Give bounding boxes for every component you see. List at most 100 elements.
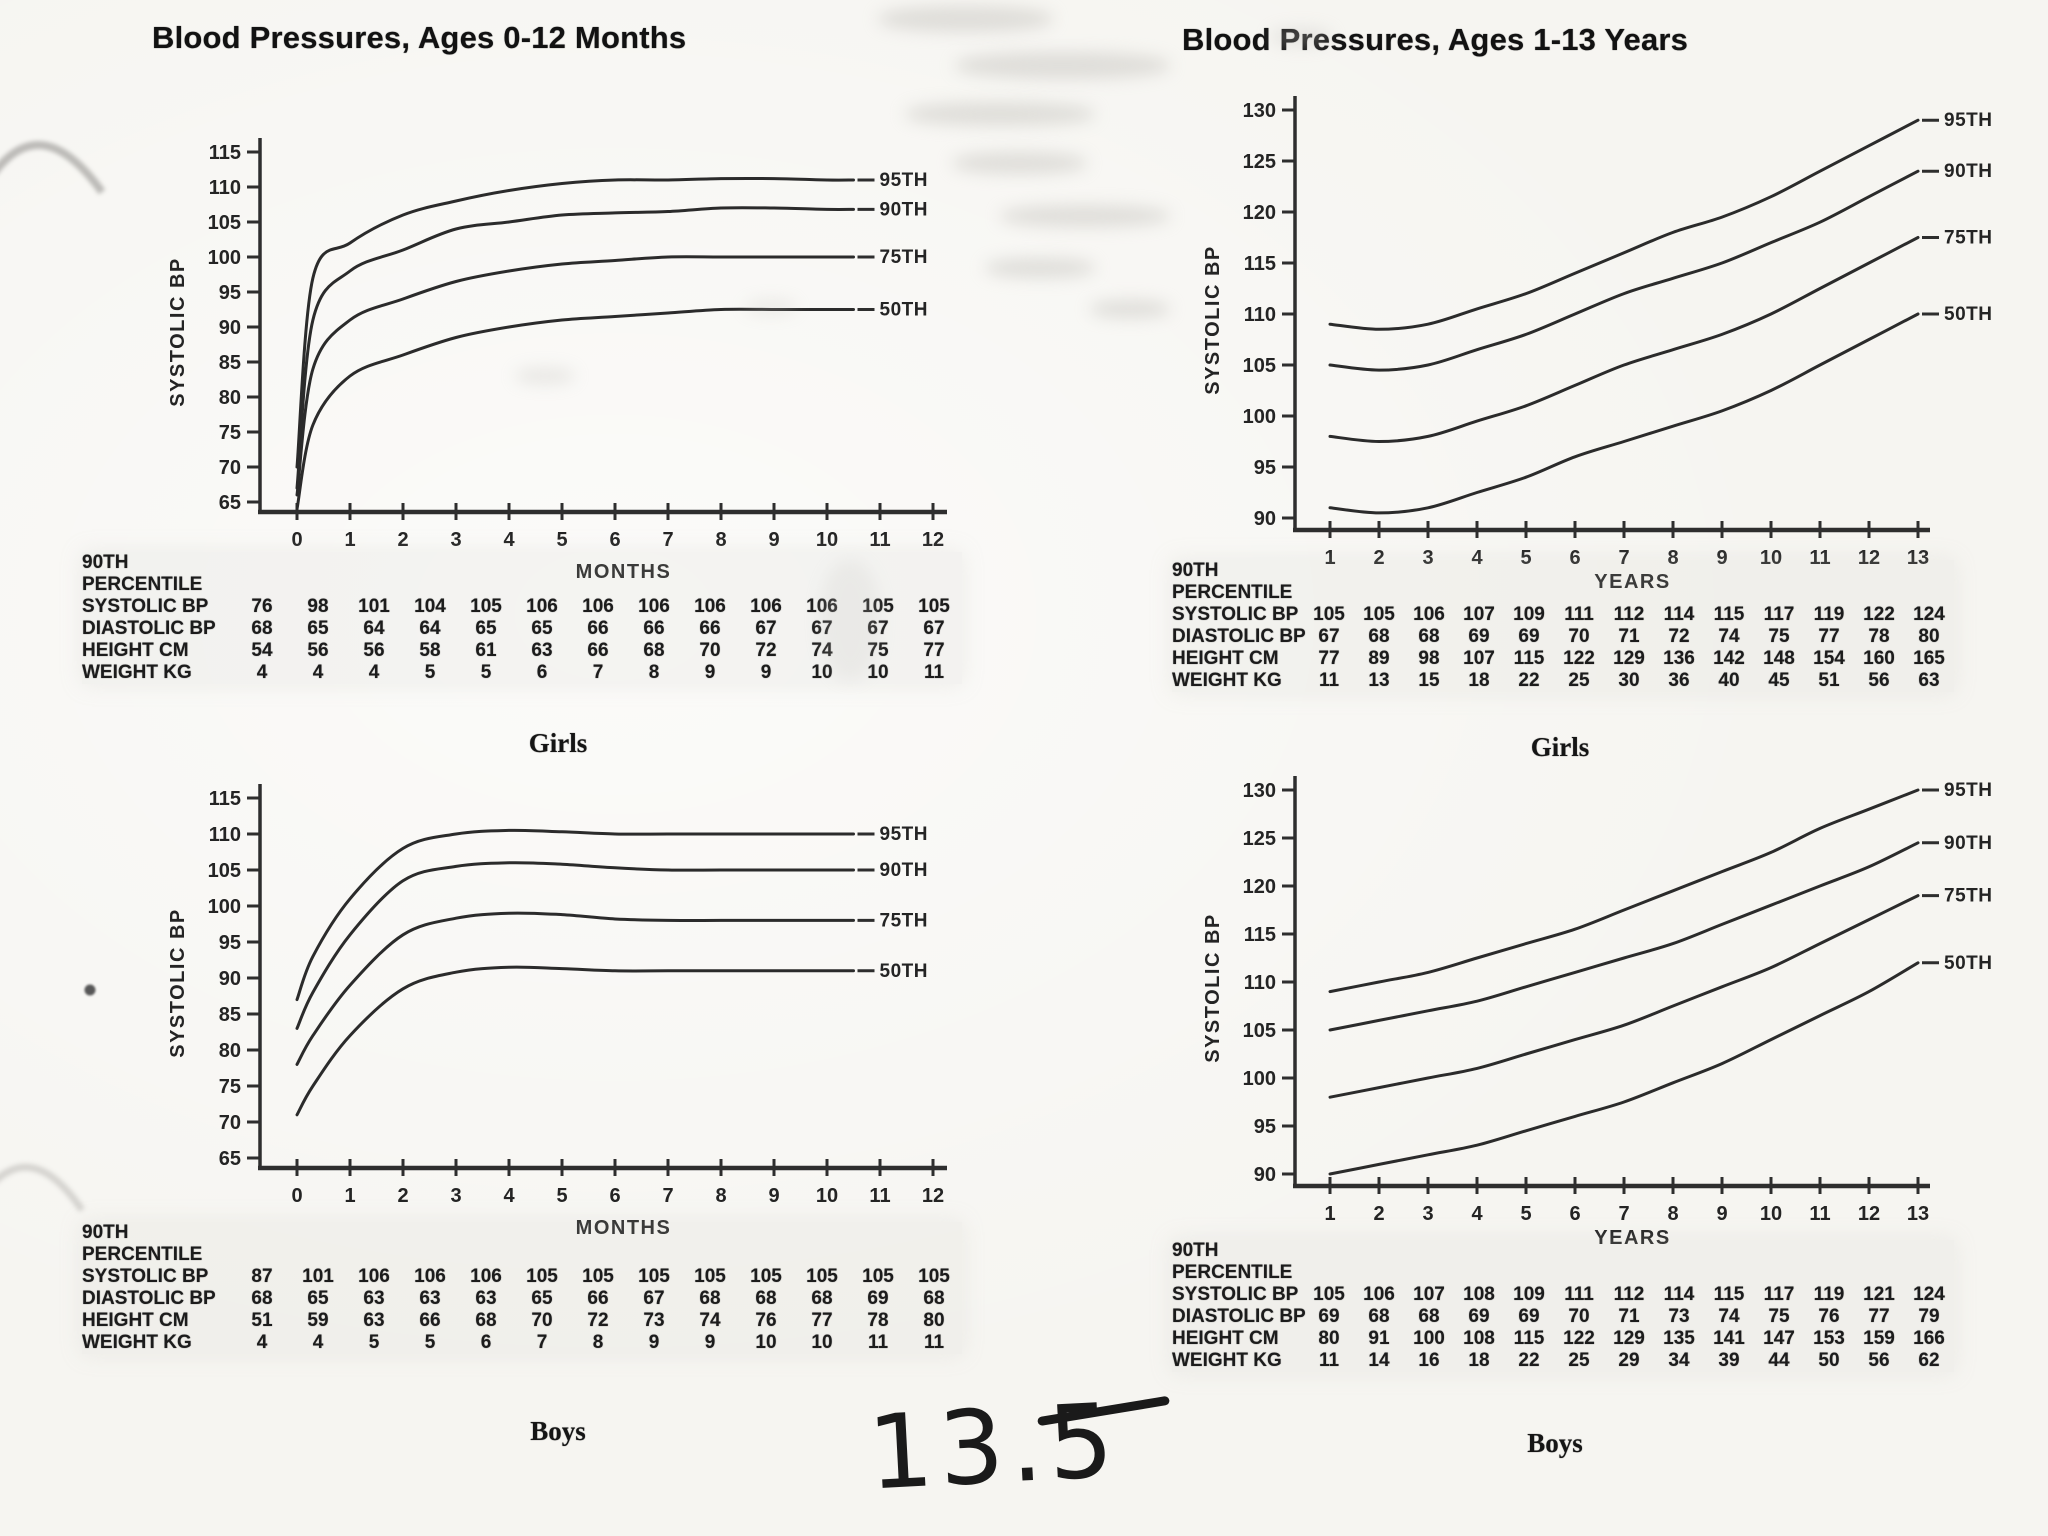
- table-cell: 68: [475, 1310, 497, 1331]
- curve-90th: [295, 206, 855, 490]
- y-tick-label: 100: [208, 896, 241, 918]
- y-tick-label: 125: [1243, 151, 1276, 173]
- table-row-label: WEIGHT KG: [82, 1332, 192, 1353]
- table-cell: 50: [1818, 1350, 1840, 1371]
- table-cell: 66: [699, 618, 721, 639]
- table-cell: 68: [699, 1288, 721, 1309]
- table-cell: 106: [582, 596, 614, 617]
- bleedthrough-smudge: [952, 152, 1087, 174]
- table-cell: 72: [755, 640, 777, 661]
- table-row-label: DIASTOLIC BP: [82, 618, 216, 639]
- table-cell: 56: [1868, 670, 1890, 691]
- table-cell: 45: [1768, 670, 1790, 691]
- table-cell: 66: [419, 1310, 441, 1331]
- table-cell: 91: [1368, 1328, 1390, 1349]
- table-cell: 105: [638, 1266, 670, 1287]
- table-cell: 73: [643, 1310, 665, 1331]
- table-cell: 107: [1463, 604, 1495, 625]
- table-cell: 153: [1813, 1328, 1845, 1349]
- table-cell: 5: [424, 1332, 436, 1353]
- table-row: HEIGHT CM 54 56 56 58 61 63 66 68 70 72 74 75 77: [82, 640, 962, 662]
- table-cell: 104: [414, 596, 446, 617]
- table-cell: 106: [358, 1266, 390, 1287]
- x-tick-label: 1: [1324, 547, 1335, 569]
- table-cell: 22: [1518, 670, 1540, 691]
- table-row: WEIGHT KG 4 4 4 5 5 6 7 8 9 9 10 10 11: [82, 662, 962, 684]
- table-cell: 71: [1618, 1306, 1640, 1327]
- curve-95th: [1328, 118, 1920, 331]
- curve-75th: [295, 911, 855, 1066]
- x-tick-label: 6: [609, 529, 620, 551]
- percentile-label-75th: 75TH: [1944, 886, 1992, 907]
- table-cell: 64: [363, 618, 385, 639]
- table-cell: 5: [424, 662, 436, 683]
- x-tick-label: 3: [450, 1185, 461, 1207]
- table-cell: 5: [368, 1332, 380, 1353]
- table-cell: 68: [1368, 1306, 1390, 1327]
- table-header-line: PERCENTILE: [82, 1244, 203, 1265]
- table-row: DIASTOLIC BP 68 65 64 64 65 65 66 66 66 67 67 67 67: [82, 618, 962, 640]
- table-row: DIASTOLIC BP 67 68 68 69 69 70 71 72 74 75 77 78 80: [1172, 626, 1954, 648]
- x-axis-title: YEARS: [1594, 571, 1670, 593]
- table-cell: 67: [755, 618, 777, 639]
- table-row: SYSTOLIC BP 87 101 106 106 106 105 105 105 105 105…: [82, 1266, 962, 1288]
- table-cell: 115: [1713, 1284, 1745, 1305]
- x-tick-label: 7: [1618, 1203, 1629, 1225]
- table-cell: 40: [1718, 670, 1740, 691]
- table-cell: 65: [307, 618, 329, 639]
- table-cell: 67: [923, 618, 945, 639]
- x-tick-label: 2: [1373, 547, 1384, 569]
- x-tick-label: 2: [1373, 1203, 1384, 1225]
- table-cell: 68: [923, 1288, 945, 1309]
- table-cell: 70: [699, 640, 721, 661]
- y-tick-label: 105: [1243, 355, 1276, 377]
- x-tick-label: 12: [922, 1185, 944, 1207]
- table-cell: 4: [312, 662, 324, 683]
- table-cell: 69: [1468, 1306, 1490, 1327]
- x-tick-label: 6: [609, 1185, 620, 1207]
- table-cell: 65: [531, 618, 553, 639]
- table-cell: 68: [1418, 1306, 1440, 1327]
- bleedthrough-smudge: [1270, 28, 1332, 46]
- table-cell: 80: [1318, 1328, 1340, 1349]
- table-boys-0-12-months: 90TH PERCENTILE SYSTOLIC BP 87 101 106 106 106 1…: [82, 1222, 962, 1354]
- table-row: WEIGHT KG 11 14 16 18 22 25 29 34 39 44 50 56 62: [1172, 1350, 1954, 1372]
- x-tick-label: 11: [869, 529, 890, 551]
- table-row-label: HEIGHT CM: [1172, 1328, 1279, 1349]
- table-cell: 63: [531, 640, 553, 661]
- table-cell: 76: [755, 1310, 777, 1331]
- table-cell: 105: [750, 1266, 782, 1287]
- bleedthrough-smudge: [955, 52, 1170, 79]
- table-header-line: 90TH: [82, 1222, 129, 1243]
- table-cell: 16: [1418, 1350, 1440, 1371]
- table-cell: 51: [1818, 670, 1840, 691]
- table-cell: 106: [638, 596, 670, 617]
- table-row-label: WEIGHT KG: [1172, 1350, 1282, 1371]
- table-cell: 105: [806, 1266, 838, 1287]
- table-cell: 67: [867, 618, 889, 639]
- curve-95th: [295, 828, 855, 1002]
- table-cell: 11: [923, 662, 945, 683]
- chart-girls-1-13-years: 130 125 120 115 110 105 100 95 90 1 2 3 4 5 6 7 8 9 10 11 12…: [1170, 72, 2048, 617]
- y-tick-label: 100: [1243, 406, 1276, 428]
- table-cell: 66: [587, 618, 609, 639]
- y-tick-label: 115: [209, 142, 241, 164]
- y-axis-title: SYSTOLIC BP: [1202, 913, 1224, 1063]
- table-cell: 74: [811, 640, 833, 661]
- x-tick-label: 8: [1667, 547, 1678, 569]
- table-cell: 30: [1618, 670, 1640, 691]
- table-cell: 34: [1668, 1350, 1690, 1371]
- y-tick-label: 95: [219, 932, 241, 954]
- table-cell: 106: [750, 596, 782, 617]
- table-cell: 119: [1813, 604, 1845, 625]
- table-cell: 135: [1663, 1328, 1695, 1349]
- percentile-label-50th: 50TH: [1944, 953, 1992, 974]
- x-tick-label: 11: [869, 1185, 890, 1207]
- bleedthrough-smudge: [745, 300, 797, 314]
- table-cell: 105: [862, 596, 894, 617]
- x-axis-title: YEARS: [1594, 1227, 1670, 1249]
- percentile-label-50th: 50TH: [880, 300, 928, 321]
- bleedthrough-smudge: [985, 258, 1095, 278]
- table-row: DIASTOLIC BP 69 68 68 69 69 70 71 73 74 75 76 77 79: [1172, 1306, 1954, 1328]
